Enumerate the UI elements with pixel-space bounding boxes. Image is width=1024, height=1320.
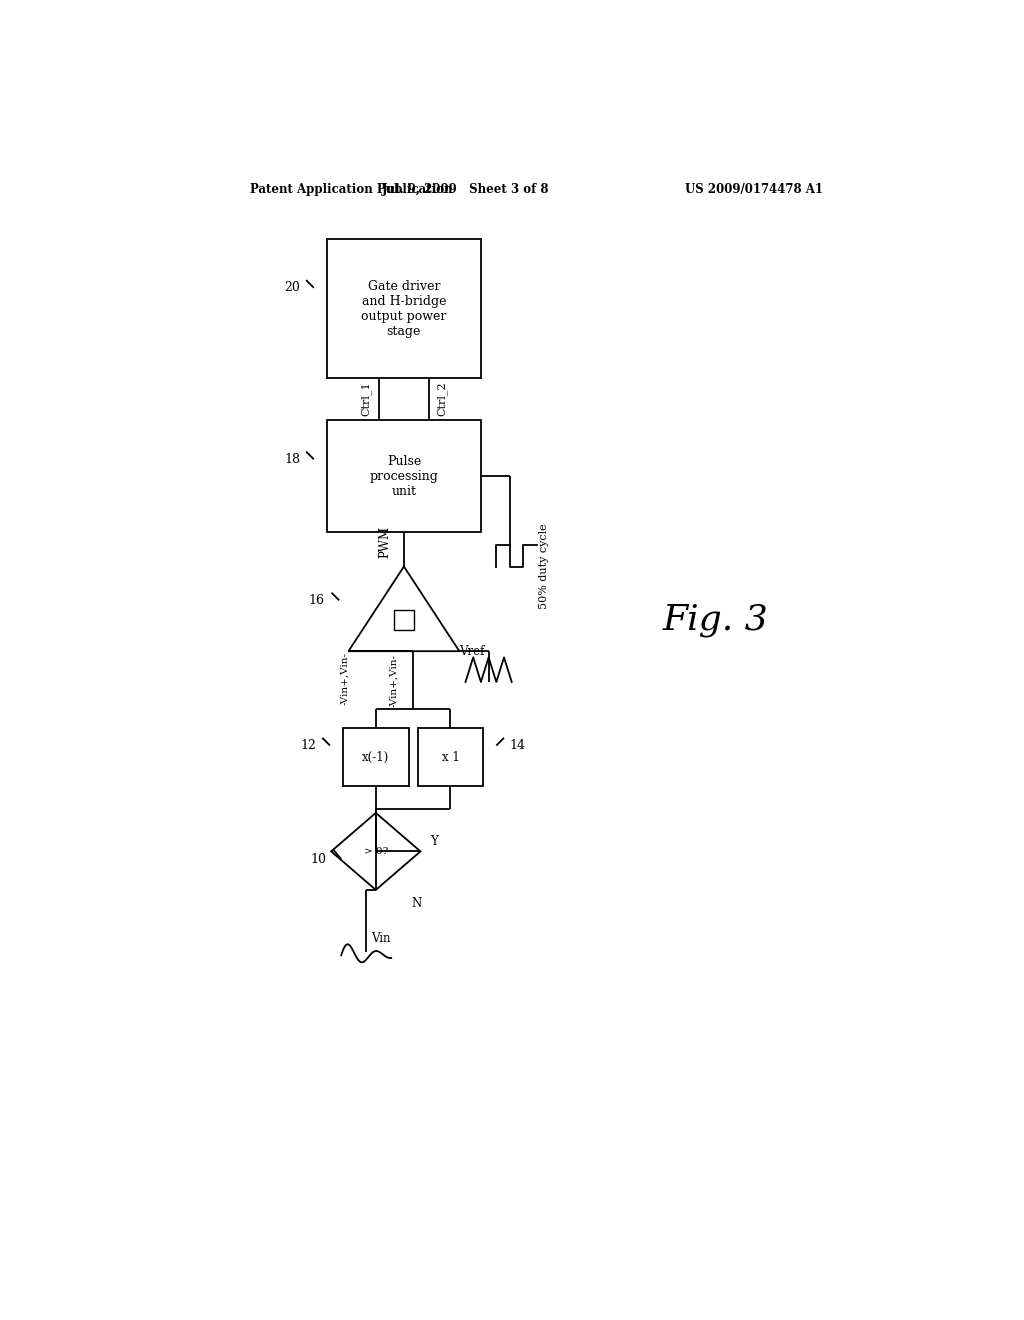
Bar — [327, 239, 481, 378]
Text: > 0?: > 0? — [364, 847, 388, 855]
Text: 20: 20 — [285, 281, 300, 294]
Text: x 1: x 1 — [441, 751, 460, 763]
Text: Ctrl_2: Ctrl_2 — [437, 381, 447, 416]
Text: PWM: PWM — [378, 525, 391, 557]
Text: Ctrl_1: Ctrl_1 — [360, 381, 372, 416]
Text: Vin: Vin — [371, 932, 391, 945]
Text: 18: 18 — [285, 453, 300, 466]
Bar — [343, 729, 409, 785]
Text: N: N — [412, 898, 422, 911]
Text: x(-1): x(-1) — [362, 751, 389, 763]
Text: US 2009/0174478 A1: US 2009/0174478 A1 — [685, 182, 823, 195]
Text: 14: 14 — [510, 739, 526, 752]
Text: -Vin+,Vin-: -Vin+,Vin- — [340, 652, 349, 705]
Text: Fig. 3: Fig. 3 — [663, 603, 769, 638]
Text: 12: 12 — [300, 739, 316, 752]
Bar — [394, 610, 414, 630]
Polygon shape — [348, 566, 460, 651]
Text: -Vin+,Vin-: -Vin+,Vin- — [389, 653, 398, 706]
Bar — [327, 420, 481, 532]
Text: Jul. 9, 2009   Sheet 3 of 8: Jul. 9, 2009 Sheet 3 of 8 — [382, 182, 549, 195]
Text: 16: 16 — [308, 594, 325, 607]
Text: Y: Y — [430, 834, 437, 847]
Text: Patent Application Publication: Patent Application Publication — [250, 182, 453, 195]
Text: 10: 10 — [310, 853, 326, 866]
Text: Gate driver
and H-bridge
output power
stage: Gate driver and H-bridge output power st… — [361, 280, 446, 338]
Text: Vref: Vref — [460, 645, 484, 659]
Text: Pulse
processing
unit: Pulse processing unit — [370, 454, 438, 498]
Bar — [418, 729, 483, 785]
Polygon shape — [331, 813, 421, 890]
Text: 50% duty cycle: 50% duty cycle — [539, 524, 549, 610]
